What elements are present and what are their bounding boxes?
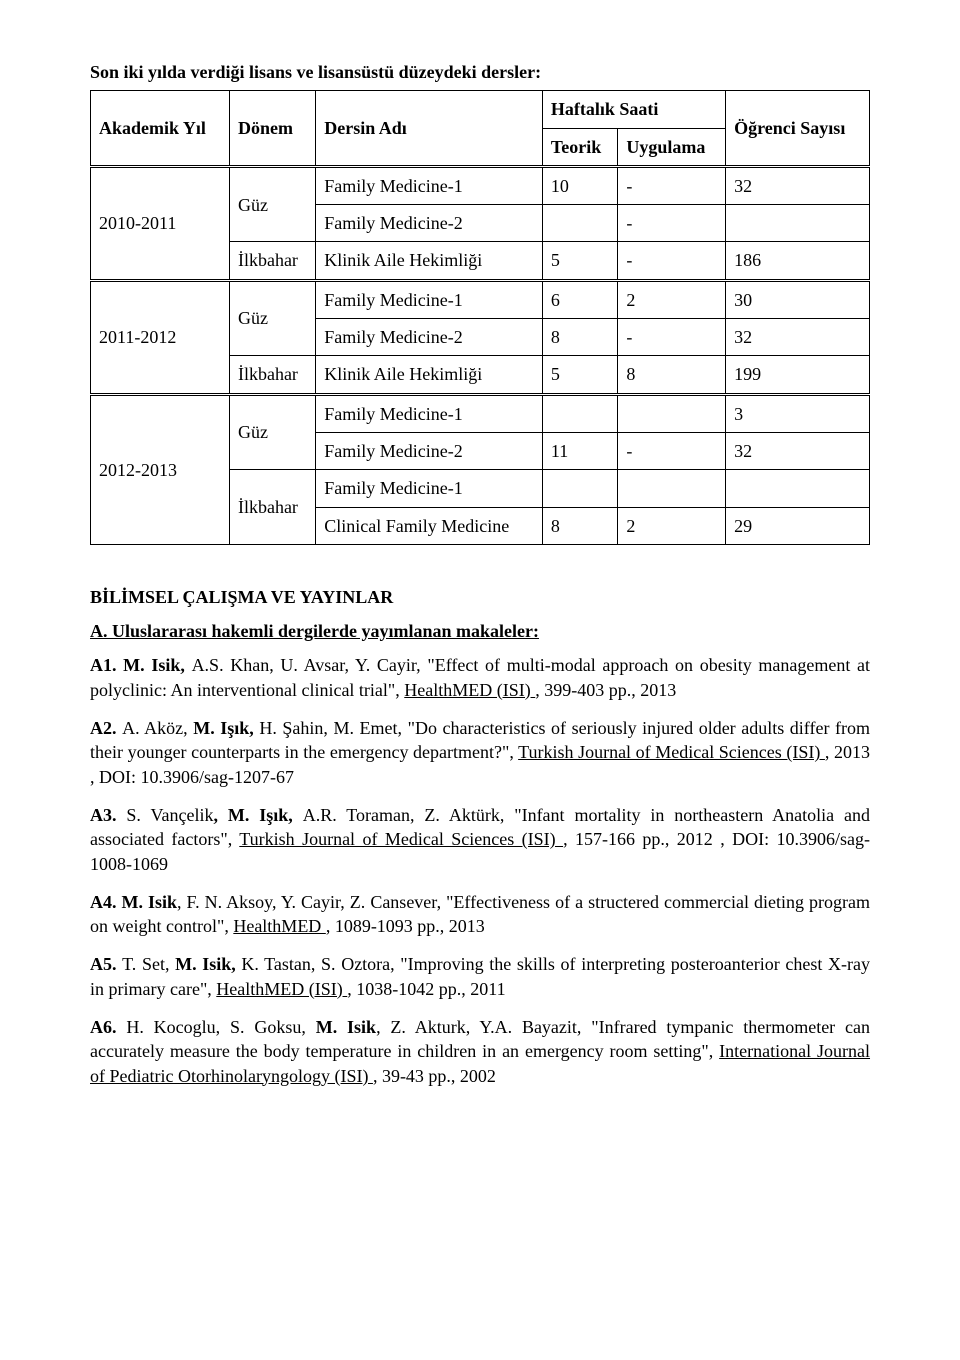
pub-journal: Turkish Journal of Medical Sciences (ISI… bbox=[518, 742, 825, 762]
num-cell bbox=[618, 394, 726, 432]
num-cell: 5 bbox=[542, 356, 618, 394]
pub-text: , 39-43 pp., 2002 bbox=[373, 1066, 496, 1086]
pub-author: , M. Işık, bbox=[213, 805, 302, 825]
num-cell: - bbox=[618, 432, 726, 469]
year-cell: 2011-2012 bbox=[91, 280, 230, 394]
pub-journal: HealthMED bbox=[233, 916, 325, 936]
num-cell: 11 bbox=[542, 432, 618, 469]
subsection-heading: A. Uluslararası hakemli dergilerde yayım… bbox=[90, 619, 870, 643]
pub-label: A4. M. Isik bbox=[90, 892, 177, 912]
courses-table: Akademik Yıl Dönem Dersin Adı Haftalık S… bbox=[90, 90, 870, 545]
num-cell: 32 bbox=[726, 319, 870, 356]
course-cell: Klinik Aile Hekimliği bbox=[316, 356, 543, 394]
pub-text: T. Set, bbox=[122, 954, 175, 974]
num-cell bbox=[618, 470, 726, 507]
num-cell: 3 bbox=[726, 394, 870, 432]
pub-text: S. Vançelik bbox=[126, 805, 213, 825]
course-cell: Family Medicine-2 bbox=[316, 205, 543, 242]
pub-journal: HealthMED (ISI) bbox=[216, 979, 347, 999]
num-cell: - bbox=[618, 166, 726, 204]
num-cell: - bbox=[618, 319, 726, 356]
num-cell: 2 bbox=[618, 507, 726, 544]
pub-a6: A6. H. Kocoglu, S. Goksu, M. Isik, Z. Ak… bbox=[90, 1015, 870, 1088]
pub-label: A6. bbox=[90, 1017, 126, 1037]
pub-a4: A4. M. Isik, F. N. Aksoy, Y. Cayir, Z. C… bbox=[90, 890, 870, 939]
term-cell: İlkbahar bbox=[229, 356, 315, 394]
pub-a2: A2. A. Aköz, M. Işık, H. Şahin, M. Emet,… bbox=[90, 716, 870, 789]
pub-a1: A1. M. Isik, A.S. Khan, U. Avsar, Y. Cay… bbox=[90, 653, 870, 702]
course-cell: Clinical Family Medicine bbox=[316, 507, 543, 544]
num-cell: 199 bbox=[726, 356, 870, 394]
num-cell: 29 bbox=[726, 507, 870, 544]
col-dersin-adi: Dersin Adı bbox=[316, 91, 543, 167]
course-cell: Family Medicine-1 bbox=[316, 166, 543, 204]
num-cell: - bbox=[618, 242, 726, 280]
pub-text: , 399-403 pp., 2013 bbox=[535, 680, 676, 700]
year-cell: 2012-2013 bbox=[91, 394, 230, 544]
course-cell: Family Medicine-1 bbox=[316, 394, 543, 432]
num-cell: 32 bbox=[726, 432, 870, 469]
num-cell bbox=[542, 470, 618, 507]
num-cell: 5 bbox=[542, 242, 618, 280]
pub-label: A1. M. Isik, bbox=[90, 655, 192, 675]
num-cell: 10 bbox=[542, 166, 618, 204]
term-cell: İlkbahar bbox=[229, 470, 315, 545]
pub-label: A5. bbox=[90, 954, 122, 974]
section-heading: BİLİMSEL ÇALIŞMA VE YAYINLAR bbox=[90, 585, 870, 609]
num-cell bbox=[726, 470, 870, 507]
pub-label: A2. bbox=[90, 718, 122, 738]
table-row: 2010-2011 Güz Family Medicine-1 10 - 32 bbox=[91, 166, 870, 204]
term-cell: Güz bbox=[229, 280, 315, 356]
num-cell: 8 bbox=[542, 319, 618, 356]
pub-text: A. Aköz, bbox=[122, 718, 193, 738]
num-cell bbox=[542, 394, 618, 432]
col-teorik: Teorik bbox=[542, 128, 618, 166]
term-cell: Güz bbox=[229, 166, 315, 242]
term-cell: Güz bbox=[229, 394, 315, 470]
pub-author: M. Isik bbox=[316, 1017, 376, 1037]
page-heading: Son iki yılda verdiği lisans ve lisansüs… bbox=[90, 60, 870, 84]
table-row: 2012-2013 Güz Family Medicine-1 3 bbox=[91, 394, 870, 432]
col-akademik-yil: Akademik Yıl bbox=[91, 91, 230, 167]
num-cell: 30 bbox=[726, 280, 870, 318]
course-cell: Family Medicine-1 bbox=[316, 470, 543, 507]
num-cell: 186 bbox=[726, 242, 870, 280]
col-uygulama: Uygulama bbox=[618, 128, 726, 166]
col-ogrenci-sayisi: Öğrenci Sayısı bbox=[726, 91, 870, 167]
pub-a3: A3. S. Vançelik, M. Işık, A.R. Toraman, … bbox=[90, 803, 870, 876]
pub-text: , 1089-1093 pp., 2013 bbox=[326, 916, 485, 936]
pub-text: H. Kocoglu, S. Goksu, bbox=[126, 1017, 315, 1037]
num-cell bbox=[542, 205, 618, 242]
num-cell bbox=[726, 205, 870, 242]
col-donem: Dönem bbox=[229, 91, 315, 167]
num-cell: 8 bbox=[542, 507, 618, 544]
table-row: 2011-2012 Güz Family Medicine-1 6 2 30 bbox=[91, 280, 870, 318]
pub-author: M. Işık, bbox=[193, 718, 259, 738]
col-haftalik-saati: Haftalık Saati bbox=[542, 91, 725, 128]
pub-label: A3. bbox=[90, 805, 126, 825]
table-header-row: Akademik Yıl Dönem Dersin Adı Haftalık S… bbox=[91, 91, 870, 128]
course-cell: Family Medicine-2 bbox=[316, 319, 543, 356]
num-cell: - bbox=[618, 205, 726, 242]
num-cell: 8 bbox=[618, 356, 726, 394]
pub-author: M. Isik, bbox=[175, 954, 241, 974]
year-cell: 2010-2011 bbox=[91, 166, 230, 280]
term-cell: İlkbahar bbox=[229, 242, 315, 280]
num-cell: 6 bbox=[542, 280, 618, 318]
course-cell: Family Medicine-1 bbox=[316, 280, 543, 318]
course-cell: Family Medicine-2 bbox=[316, 432, 543, 469]
pub-text: , 1038-1042 pp., 2011 bbox=[347, 979, 505, 999]
num-cell: 32 bbox=[726, 166, 870, 204]
num-cell: 2 bbox=[618, 280, 726, 318]
course-cell: Klinik Aile Hekimliği bbox=[316, 242, 543, 280]
pub-a5: A5. T. Set, M. Isik, K. Tastan, S. Oztor… bbox=[90, 952, 870, 1001]
pub-journal: HealthMED (ISI) bbox=[404, 680, 535, 700]
pub-journal: Turkish Journal of Medical Sciences (ISI… bbox=[239, 829, 563, 849]
